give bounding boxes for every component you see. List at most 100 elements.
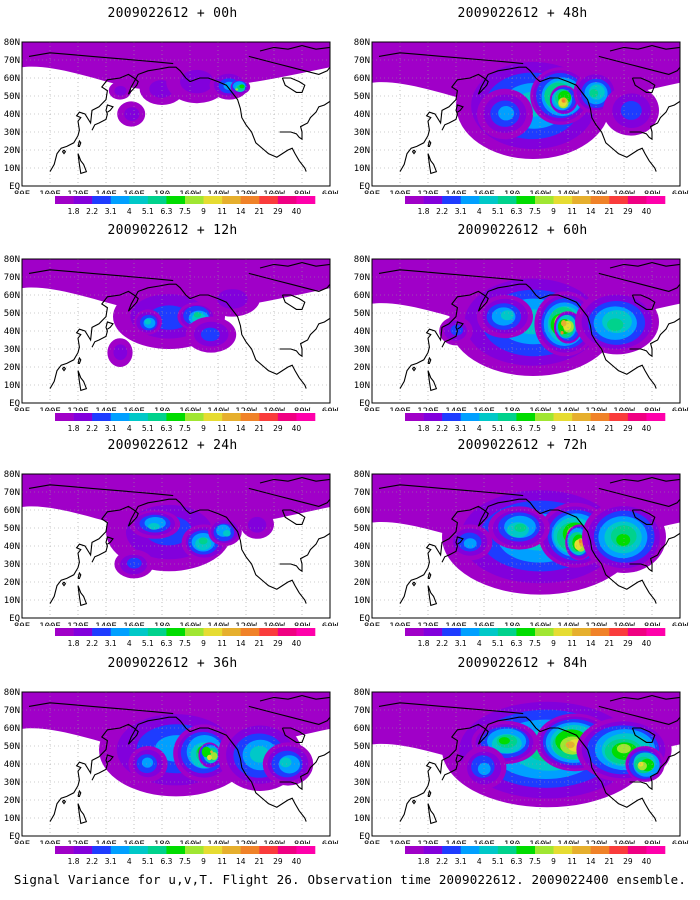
lat-tick-label: 20N [354, 146, 370, 156]
colorbar-label: 2.2 [436, 639, 448, 648]
colorbar-label: 5.1 [142, 639, 154, 648]
colorbar-label: 29 [623, 857, 633, 866]
colorbar-swatch [296, 413, 316, 421]
colorbar-label: 21 [605, 207, 615, 216]
variance-contour [498, 737, 510, 745]
colorbar-label: 6.3 [510, 424, 522, 433]
colorbar-swatch [222, 413, 242, 421]
lon-tick-label: 100W [263, 840, 285, 844]
lat-tick-label: 10N [4, 596, 20, 606]
colorbar-label: 21 [255, 424, 265, 433]
lat-tick-label: 70N [4, 273, 20, 283]
lat-tick-label: 20N [4, 578, 20, 588]
lon-tick-label: 80W [644, 622, 661, 626]
colorbar-swatch [259, 413, 279, 421]
coastline [49, 498, 307, 604]
colorbar-label: 6.3 [160, 857, 172, 866]
colorbar-label: 2.2 [86, 424, 98, 433]
colorbar-swatch [553, 846, 573, 854]
colorbar-label: 9 [551, 857, 556, 866]
colorbar-swatch [479, 846, 499, 854]
colorbar-swatch [442, 628, 462, 636]
coastline [411, 149, 417, 155]
colorbar-swatch [110, 846, 130, 854]
colorbar-swatch [572, 628, 592, 636]
colorbar-label: 3.1 [105, 857, 117, 866]
colorbar-label: 21 [255, 639, 265, 648]
lon-tick-label: 80W [644, 840, 661, 844]
lat-tick-label: 20N [4, 796, 20, 806]
colorbar-label: 3.1 [105, 207, 117, 216]
lon-tick-label: 160W [529, 190, 551, 194]
colorbar-label: 5.1 [142, 424, 154, 433]
variance-contour [620, 101, 642, 120]
coastline [77, 803, 88, 825]
variance-contour [210, 752, 218, 761]
lat-tick-label: 80N [354, 688, 370, 698]
forecast-panel: 2009022612 + 48h 80E 100E 120E 140E 160E 180 16… [350, 0, 695, 218]
coastline [259, 477, 330, 484]
lon-tick-label: 140W [207, 622, 229, 626]
colorbar-swatch [646, 196, 666, 204]
variance-map: 80E 100E 120E 140E 160E 180 160W 140W 120W 100W 80… [354, 255, 689, 411]
coastline [441, 536, 464, 563]
coastline [77, 585, 88, 607]
colorbar-label: 7.5 [179, 207, 191, 216]
colorbar-swatch [479, 628, 499, 636]
lon-tick-label: 60W [322, 407, 339, 411]
colorbar-swatch [646, 846, 666, 854]
colorbar-swatch [627, 196, 647, 204]
colorbar-swatch [609, 846, 629, 854]
lon-tick-label: 160E [473, 190, 495, 194]
variance-contour [201, 746, 211, 758]
forecast-panel: 2009022612 + 00h 80E 100E 120E 140E 160E 180 16… [0, 0, 345, 218]
colorbar-label: 4 [127, 207, 132, 216]
colorbar-swatch [185, 628, 204, 636]
colorbar-label: 5.1 [492, 207, 504, 216]
lon-tick-label: 60W [672, 840, 689, 844]
colorbar-swatch [405, 413, 424, 421]
lat-tick-label: 40N [354, 110, 370, 120]
colorbar-label: 14 [236, 207, 246, 216]
colorbar: 1.8 2.2 3.1 4 5.1 6.3 7.5 9 11 14 21 29 40 [405, 196, 666, 216]
variance-contour [239, 84, 245, 89]
panel-title: 2009022612 + 84h [457, 656, 588, 671]
coastline [631, 727, 656, 743]
coastline [441, 104, 464, 131]
lon-tick-label: 100E [39, 622, 61, 626]
lon-tick-label: 120W [235, 190, 257, 194]
colorbar-label: 14 [236, 639, 246, 648]
colorbar-swatch [73, 846, 93, 854]
panel-title: 2009022612 + 48h [457, 6, 588, 21]
coastline [279, 100, 330, 141]
colorbar-swatch [129, 846, 149, 854]
lon-tick-label: 140W [207, 190, 229, 194]
coastline [411, 799, 417, 805]
lat-tick-label: 50N [4, 524, 20, 534]
colorbar-swatch [147, 413, 167, 421]
colorbar-label: 1.8 [68, 207, 80, 216]
colorbar-label: 40 [642, 857, 652, 866]
lat-tick-label: 50N [4, 309, 20, 319]
colorbar-swatch [497, 413, 517, 421]
colorbar-swatch [203, 196, 223, 204]
coastline [248, 705, 330, 725]
colorbar-swatch [442, 196, 462, 204]
variance-map: 80E 100E 120E 140E 160E 180 160W 140W 120W 100W 80… [354, 688, 689, 844]
colorbar-swatch [535, 196, 554, 204]
coastline [61, 366, 67, 372]
colorbar-label: 9 [201, 639, 206, 648]
colorbar-swatch [203, 846, 223, 854]
colorbar-label: 4 [127, 424, 132, 433]
variance-contour [210, 750, 213, 754]
lon-tick-label: 100E [389, 190, 411, 194]
colorbar-label: 5.1 [492, 857, 504, 866]
variance-contour [578, 539, 582, 543]
variance-map: 80E 100E 120E 140E 160E 180 160W 140W 120W 100W 80… [4, 38, 339, 194]
colorbar-swatch [553, 413, 573, 421]
variance-contour [561, 320, 567, 327]
colorbar-swatch [166, 196, 186, 204]
coastline [629, 317, 680, 358]
coastline [631, 509, 656, 525]
lon-tick-label: 80W [644, 190, 661, 194]
